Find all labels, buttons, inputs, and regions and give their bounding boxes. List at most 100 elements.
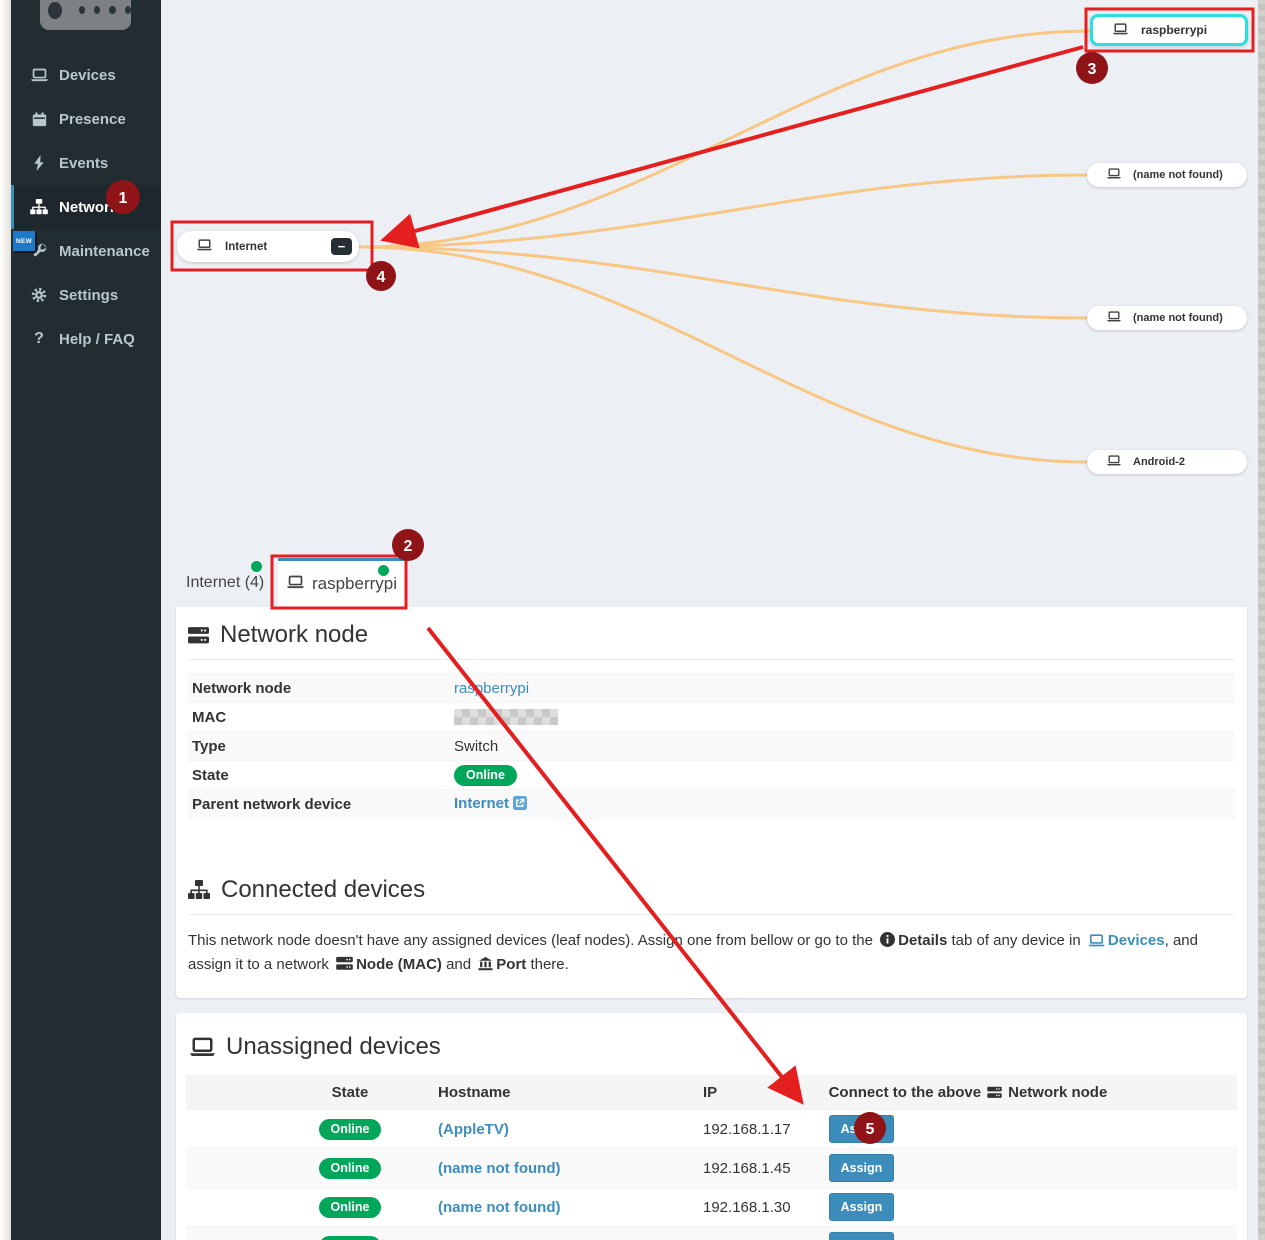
topology-node-label: (name not found) xyxy=(1133,312,1223,324)
ip-value: 192.168.1.17 xyxy=(703,1120,791,1138)
text-segment: tab of any device in xyxy=(947,931,1085,949)
table-row: Online (name not found) 192.168.1.57 Ass… xyxy=(186,1226,1237,1240)
connected-devices-header: Connected devices xyxy=(188,876,1247,904)
table-row: Type Switch xyxy=(188,731,1235,761)
ip-value: 192.168.1.57 xyxy=(665,1227,791,1240)
sidebar-item-settings[interactable]: Settings xyxy=(11,273,161,317)
collapse-node-button[interactable]: − xyxy=(331,238,352,255)
topology-edges xyxy=(358,29,1091,464)
row-label: MAC xyxy=(192,708,227,726)
topology-node-raspberrypi[interactable]: raspberrypi xyxy=(1090,14,1248,46)
sidebar-item-devices[interactable]: Devices xyxy=(11,53,161,97)
laptop-icon xyxy=(190,1037,215,1057)
calendar-icon xyxy=(30,111,48,127)
status-badge: Online xyxy=(318,1196,382,1218)
sidebar-item-label: Devices xyxy=(59,66,116,84)
laptop-icon xyxy=(197,239,212,254)
no-assigned-devices-text: This network node doesn't have any assig… xyxy=(188,930,1210,979)
sidebar-item-maintenance[interactable]: Maintenance xyxy=(11,229,161,273)
connect-header-text: Network node xyxy=(1008,1084,1108,1101)
assign-button[interactable]: Assign xyxy=(828,1193,895,1221)
parent-device-link[interactable]: Internet xyxy=(454,794,510,812)
bolt-icon xyxy=(30,155,48,171)
topology-node-unnamed-2[interactable]: (name not found) xyxy=(1087,306,1247,330)
laptop-icon xyxy=(286,574,304,594)
ip-header: IP xyxy=(665,1075,791,1110)
page-left-edge xyxy=(0,0,11,1240)
devices-link[interactable]: Devices xyxy=(1107,931,1165,949)
logo-dot xyxy=(93,6,101,14)
wrench-icon xyxy=(30,243,48,259)
unassigned-devices-panel: Unassigned devices State Hostname IP Con… xyxy=(176,1013,1247,1240)
bank-icon xyxy=(478,956,493,979)
ip-value: 192.168.1.45 xyxy=(703,1159,791,1177)
hostname-header: Hostname xyxy=(400,1075,665,1110)
logo-dot xyxy=(124,6,132,14)
section-title: Connected devices xyxy=(221,875,426,903)
hostname-link[interactable]: (name not found) xyxy=(438,1198,561,1216)
sidebar-item-label: Presence xyxy=(59,110,126,128)
unassigned-devices-table: State Hostname IP Connect to the above Ne… xyxy=(186,1075,1237,1240)
tab-internet[interactable]: Internet (4) xyxy=(186,574,265,591)
table-row: Network node raspberrypi xyxy=(188,673,1235,703)
status-badge: Online xyxy=(454,764,517,786)
status-badge: Online xyxy=(318,1235,382,1240)
server-icon xyxy=(987,1086,1002,1099)
tab-label: raspberrypi xyxy=(311,574,398,593)
type-value: Switch xyxy=(454,737,499,755)
topology-node-android2[interactable]: Android-2 xyxy=(1087,450,1247,474)
network-node-link[interactable]: raspberrypi xyxy=(454,679,530,697)
hostname-link[interactable]: (AppleTV) xyxy=(438,1120,509,1138)
ip-value: 192.168.1.30 xyxy=(703,1198,791,1216)
divider xyxy=(188,659,1235,660)
question-icon: ? xyxy=(34,330,44,347)
assign-button[interactable]: Assign xyxy=(828,1115,895,1143)
server-icon xyxy=(188,626,209,645)
topology-node-label: (name not found) xyxy=(1133,169,1223,181)
table-row: Parent network device Internet xyxy=(188,789,1235,819)
laptop-icon xyxy=(30,68,48,82)
info-circle-icon xyxy=(880,931,896,955)
server-icon xyxy=(336,956,353,979)
sidebar-item-label: Maintenance xyxy=(59,242,150,260)
sidebar-nav: Devices Presence Events Network xyxy=(11,53,161,361)
sidebar-item-label: Settings xyxy=(59,286,119,304)
topology-node-internet[interactable]: Internet − xyxy=(177,231,359,262)
sidebar-item-presence[interactable]: Presence xyxy=(11,97,161,141)
text-segment: and xyxy=(441,956,476,973)
assign-button[interactable]: Assign xyxy=(828,1232,895,1240)
redacted-mac-value xyxy=(454,709,558,725)
topology-node-unnamed-1[interactable]: (name not found) xyxy=(1087,163,1247,187)
hostname-link[interactable]: (name not found) xyxy=(438,1159,561,1177)
laptop-icon xyxy=(1113,22,1128,38)
topology-node-label: raspberrypi xyxy=(1141,23,1208,37)
sidebar-item-events[interactable]: Events xyxy=(11,141,161,185)
text-segment: This network node doesn't have any assig… xyxy=(188,931,878,949)
scrollbar-strip[interactable] xyxy=(1258,0,1265,1240)
section-title: Unassigned devices xyxy=(226,1033,441,1060)
network-node-header: Network node xyxy=(188,621,1247,649)
divider xyxy=(188,913,1235,915)
sidebar-item-network[interactable]: Network xyxy=(11,185,161,229)
sitemap-icon xyxy=(188,879,210,900)
connect-header: Connect to the above Network node xyxy=(790,1075,1237,1110)
details-label: Details xyxy=(898,931,948,949)
table-row: MAC xyxy=(188,702,1235,732)
network-node-table: Network node raspberrypi MAC Type Switch… xyxy=(188,673,1235,819)
sidebar-item-help[interactable]: ? Help / FAQ xyxy=(11,317,161,361)
logo-dot xyxy=(78,6,85,14)
table-header-row: State Hostname IP Connect to the above Ne… xyxy=(186,1075,1237,1110)
sidebar-item-label: Help / FAQ xyxy=(59,330,135,348)
laptop-icon xyxy=(1107,455,1121,469)
online-dot-icon xyxy=(378,565,389,576)
gear-icon xyxy=(30,287,48,303)
assign-button[interactable]: Assign xyxy=(828,1154,895,1182)
hostname-link[interactable]: (name not found) xyxy=(438,1238,560,1240)
status-badge: Online xyxy=(318,1157,382,1179)
topology-node-label: Android-2 xyxy=(1133,456,1185,468)
laptop-icon xyxy=(1107,311,1121,325)
external-link-icon[interactable] xyxy=(513,795,528,814)
row-label: Parent network device xyxy=(192,795,352,813)
row-label: Type xyxy=(192,737,226,755)
edge-internet-raspberrypi xyxy=(358,29,1091,249)
